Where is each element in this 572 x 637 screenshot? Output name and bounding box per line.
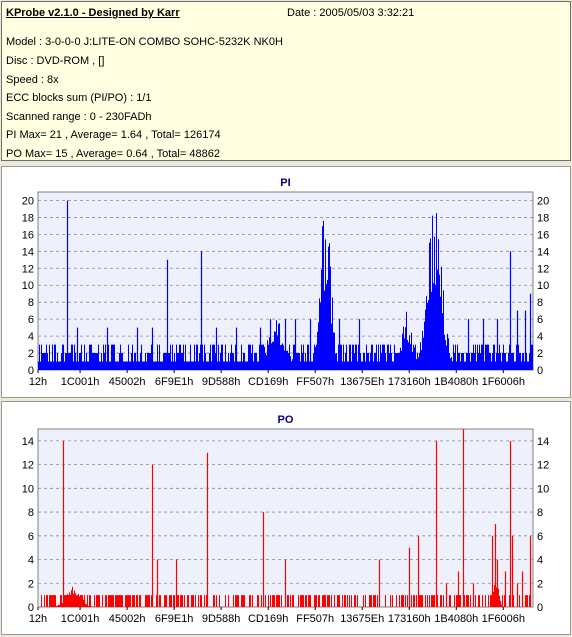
y-tick-label-right: 4 bbox=[537, 555, 543, 567]
range-line: Scanned range : 0 - 230FADh bbox=[6, 111, 152, 123]
y-tick-label-right: 16 bbox=[537, 229, 549, 241]
y-tick-label-right: 4 bbox=[537, 331, 543, 343]
x-tick-label: 9D588h bbox=[202, 376, 241, 388]
y-tick-label-left: 14 bbox=[22, 246, 34, 258]
y-tick-label-right: 2 bbox=[537, 578, 543, 590]
x-tick-label: CD169h bbox=[248, 613, 288, 625]
chart-title: PI bbox=[280, 177, 290, 189]
y-tick-label-right: 8 bbox=[537, 297, 543, 309]
y-tick-label-right: 2 bbox=[537, 348, 543, 360]
y-tick-label-right: 20 bbox=[537, 195, 549, 207]
y-tick-label-left: 0 bbox=[28, 365, 34, 377]
x-tick-label: 9D588h bbox=[202, 613, 241, 625]
speed-line: Speed : 8x bbox=[6, 74, 59, 86]
y-tick-label-right: 12 bbox=[537, 263, 549, 275]
po-summary-line: PO Max= 15 , Average= 0.64 , Total= 4886… bbox=[6, 148, 220, 160]
app-title: KProbe v2.1.0 - Designed by Karr bbox=[6, 7, 180, 19]
y-tick-label-right: 10 bbox=[537, 280, 549, 292]
x-tick-label: FF507h bbox=[296, 376, 334, 388]
model-line: Model : 3-0-0-0 J:LITE-ON COMBO SOHC-523… bbox=[6, 36, 283, 48]
chart-title: PO bbox=[278, 414, 294, 426]
x-tick-label: 173160h bbox=[388, 376, 431, 388]
pi-chart: PI 0 0 2 2 4 4 6 6 8 8 10 10 12 12 14 14 16 16 18 18 20 20 12h 1… bbox=[22, 177, 550, 388]
y-tick-label-left: 4 bbox=[28, 331, 34, 343]
y-tick-label-left: 8 bbox=[28, 297, 34, 309]
x-tick-label: 45002h bbox=[109, 613, 146, 625]
po-chart: PO 0 0 2 2 4 4 6 6 8 8 10 10 12 12 14 14 12h 1C001h 45002h 6… bbox=[22, 414, 550, 625]
y-tick-label-left: 12 bbox=[22, 460, 34, 472]
y-tick-label-left: 18 bbox=[22, 212, 34, 224]
y-tick-label-left: 16 bbox=[22, 229, 34, 241]
y-tick-label-left: 20 bbox=[22, 195, 34, 207]
y-tick-label-left: 14 bbox=[22, 436, 34, 448]
y-tick-label-left: 2 bbox=[28, 348, 34, 360]
x-tick-label: 1C001h bbox=[61, 376, 100, 388]
scan-date: Date : 2005/05/03 3:32:21 bbox=[287, 7, 415, 19]
x-tick-label: 1B4080h bbox=[434, 376, 478, 388]
info-panel: KProbe v2.1.0 - Designed by Karr Date : … bbox=[1, 1, 571, 161]
y-tick-label-right: 14 bbox=[537, 246, 549, 258]
x-tick-label: 12h bbox=[29, 613, 47, 625]
x-tick-label: 12h bbox=[29, 376, 47, 388]
y-tick-label-left: 6 bbox=[28, 531, 34, 543]
y-tick-label-right: 0 bbox=[537, 365, 543, 377]
pi-chart-panel: PI 0 0 2 2 4 4 6 6 8 8 10 10 12 12 14 14 16 16 18 18 20 20 12h 1… bbox=[1, 166, 571, 398]
po-chart-panel: PO 0 0 2 2 4 4 6 6 8 8 10 10 12 12 14 14 12h 1C001h 45002h 6… bbox=[1, 401, 571, 635]
x-tick-label: FF507h bbox=[296, 613, 334, 625]
x-tick-label: 173160h bbox=[388, 613, 431, 625]
x-tick-label: 45002h bbox=[109, 376, 146, 388]
disc-line: Disc : DVD-ROM , [] bbox=[6, 55, 105, 67]
y-tick-label-left: 12 bbox=[22, 263, 34, 275]
x-tick-label: 1C001h bbox=[61, 613, 100, 625]
y-tick-label-right: 18 bbox=[537, 212, 549, 224]
x-tick-label: 6F9E1h bbox=[155, 613, 194, 625]
x-tick-label: 13675Eh bbox=[340, 376, 384, 388]
y-tick-label-right: 6 bbox=[537, 531, 543, 543]
y-tick-label-right: 8 bbox=[537, 507, 543, 519]
x-tick-label: 6F9E1h bbox=[155, 376, 194, 388]
y-tick-label-left: 8 bbox=[28, 507, 34, 519]
y-tick-label-right: 10 bbox=[537, 483, 549, 495]
y-tick-label-left: 0 bbox=[28, 602, 34, 614]
y-tick-label-left: 2 bbox=[28, 578, 34, 590]
y-tick-label-left: 10 bbox=[22, 280, 34, 292]
y-tick-label-left: 4 bbox=[28, 555, 34, 567]
x-tick-label: 13675Eh bbox=[340, 613, 384, 625]
pi-summary-line: PI Max= 21 , Average= 1.64 , Total= 1261… bbox=[6, 129, 221, 141]
x-tick-label: 1F6006h bbox=[482, 613, 525, 625]
y-tick-label-left: 10 bbox=[22, 483, 34, 495]
x-tick-label: CD169h bbox=[248, 376, 288, 388]
y-tick-label-left: 6 bbox=[28, 314, 34, 326]
ecc-line: ECC blocks sum (PI/PO) : 1/1 bbox=[6, 92, 152, 104]
x-tick-label: 1F6006h bbox=[482, 376, 525, 388]
y-tick-label-right: 14 bbox=[537, 436, 549, 448]
x-tick-label: 1B4080h bbox=[434, 613, 478, 625]
bar-series bbox=[38, 429, 532, 607]
y-tick-label-right: 6 bbox=[537, 314, 543, 326]
y-tick-label-right: 12 bbox=[537, 460, 549, 472]
bar-series bbox=[38, 200, 533, 370]
y-tick-label-right: 0 bbox=[537, 602, 543, 614]
